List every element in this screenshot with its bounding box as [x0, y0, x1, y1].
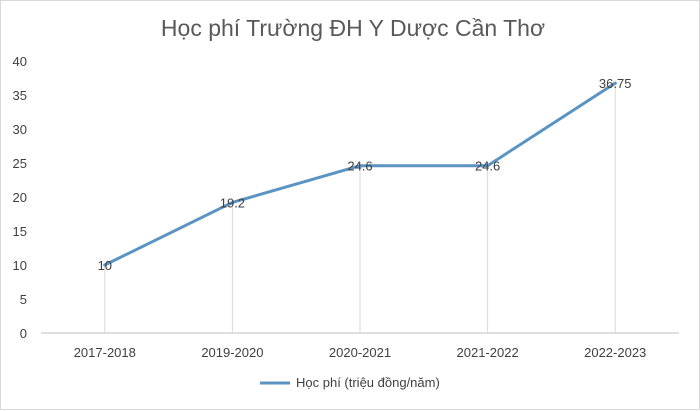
- y-tick-label: 5: [20, 292, 27, 307]
- data-point: [486, 164, 490, 168]
- x-tick-label: 2017-2018: [74, 345, 136, 360]
- data-label: 24.6: [347, 159, 372, 174]
- data-label: 10: [98, 258, 112, 273]
- chart-title: Học phí Trường ĐH Y Dược Cần Thơ: [161, 15, 545, 41]
- y-tick-label: 15: [13, 224, 27, 239]
- y-tick-label: 20: [13, 190, 27, 205]
- y-tick-label: 35: [13, 88, 27, 103]
- data-label: 24.6: [475, 159, 500, 174]
- data-point: [613, 81, 617, 85]
- legend-label: Học phí (triệu đồng/năm): [296, 375, 440, 390]
- data-point: [230, 200, 234, 204]
- x-tick-label: 2022-2023: [584, 345, 646, 360]
- y-tick-label: 10: [13, 258, 27, 273]
- legend: Học phí (triệu đồng/năm): [260, 375, 440, 390]
- y-tick-label: 0: [20, 326, 27, 341]
- x-tick-label: 2021-2022: [457, 345, 519, 360]
- data-label: 36.75: [599, 76, 632, 91]
- y-tick-label: 40: [13, 54, 27, 69]
- data-label: 19.2: [220, 195, 245, 210]
- data-point: [358, 164, 362, 168]
- data-point: [103, 263, 107, 267]
- x-tick-label: 2019-2020: [201, 345, 263, 360]
- x-tick-label: 2020-2021: [329, 345, 391, 360]
- y-tick-label: 25: [13, 156, 27, 171]
- y-tick-label: 30: [13, 122, 27, 137]
- plot-area: 0 5 10 15 20 25 30 35 40 2017-2018 2019-2020 2020-2…: [13, 54, 679, 360]
